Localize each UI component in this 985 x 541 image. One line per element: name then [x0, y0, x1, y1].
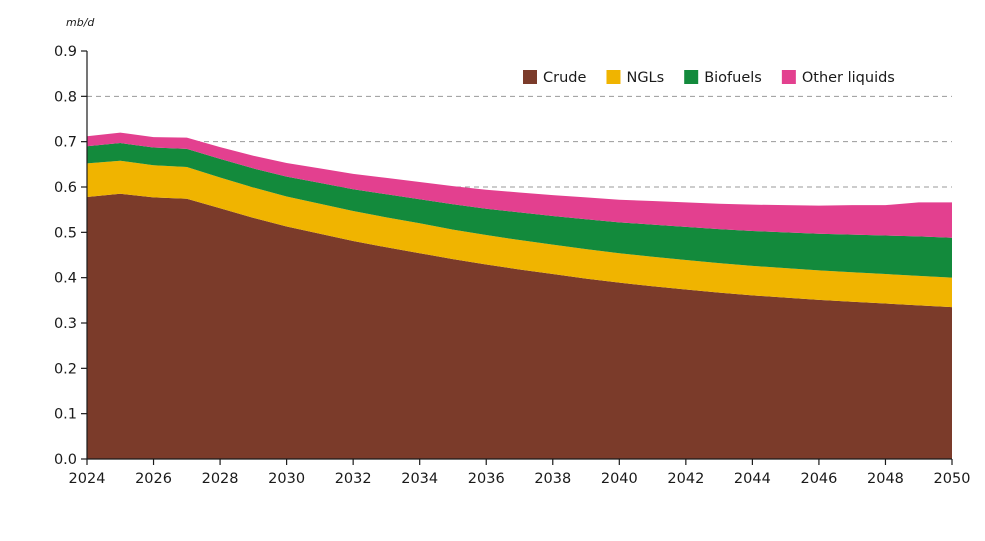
y-tick-label: 0.1	[54, 407, 77, 423]
x-tick-label: 2024	[69, 471, 106, 487]
y-tick-label: 0.2	[54, 361, 77, 377]
legend-label-biofuels: Biofuels	[704, 70, 762, 86]
legend-swatch-biofuels	[684, 70, 699, 84]
x-tick-label: 2044	[734, 471, 771, 487]
area-series-biofuels	[87, 143, 952, 278]
y-tick-label: 0.5	[54, 225, 77, 241]
x-tick-label: 2048	[867, 471, 904, 487]
y-tick-label: 0.8	[54, 89, 77, 105]
x-tick-label: 2046	[800, 471, 837, 487]
x-tick-label: 2034	[401, 471, 438, 487]
y-tick-label: 0.6	[54, 180, 77, 196]
areas	[87, 132, 952, 460]
legend: Crude NGLs Biofuels Other liquids	[523, 70, 895, 86]
x-tick-label: 2028	[202, 471, 239, 487]
y-tick-label: 0.3	[54, 316, 77, 332]
y-unit-label: mb/d	[66, 16, 95, 29]
y-tick-label: 0.7	[54, 135, 77, 151]
x-tick-label: 2036	[468, 471, 505, 487]
y-tick-label: 0.9	[54, 44, 77, 60]
axes: 0.0 0.1 0.2 0.3 0.4 0.5 0.6 0.7 0.8 0.9 2024 2026 20…	[54, 44, 971, 487]
area-series-ngls	[87, 160, 952, 308]
legend-label-other-liquids: Other liquids	[802, 70, 895, 86]
area-series-crude	[87, 193, 952, 460]
legend-label-crude: Crude	[543, 70, 586, 86]
legend-label-ngls: NGLs	[626, 70, 664, 86]
x-tick-label: 2026	[135, 471, 172, 487]
x-tick-label: 2030	[268, 471, 305, 487]
area-series-other-liquids	[87, 132, 952, 238]
x-tick-label: 2042	[667, 471, 704, 487]
legend-swatch-ngls	[606, 70, 621, 84]
x-tick-label: 2040	[601, 471, 638, 487]
legend-swatch-crude	[523, 70, 537, 84]
legend-swatch-other-liquids	[781, 70, 796, 84]
x-tick-label: 2032	[335, 471, 372, 487]
y-tick-label: 0.4	[54, 271, 77, 287]
y-tick-label: 0.0	[54, 452, 77, 468]
x-tick-label: 2038	[534, 471, 571, 487]
x-tick-label: 2050	[934, 471, 971, 487]
